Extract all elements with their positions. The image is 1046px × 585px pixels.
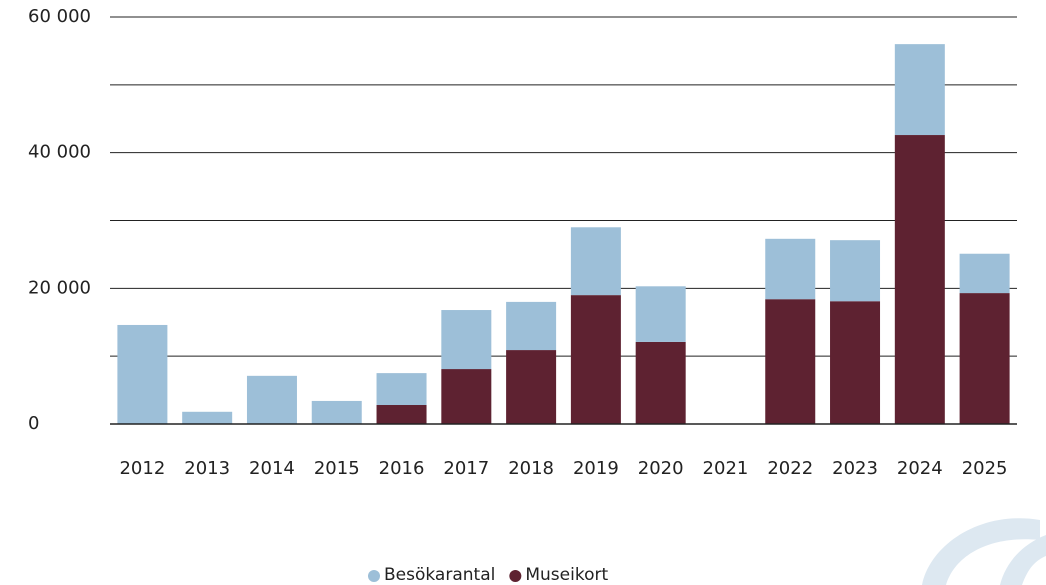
bar-segment [377, 373, 427, 405]
x-tick-label: 2021 [703, 458, 749, 479]
legend: Besökarantal Museikort [368, 565, 608, 585]
y-tick-label: 0 [28, 413, 39, 434]
bar-segment [895, 44, 945, 135]
x-tick-label: 2024 [897, 458, 943, 479]
watermark [1000, 535, 1046, 585]
x-tick-label: 2022 [767, 458, 813, 479]
legend-label: Museikort [525, 565, 608, 585]
bar-segment [506, 302, 556, 350]
bar-segment [247, 376, 297, 424]
bar-segment [895, 135, 945, 424]
bar-segment [636, 342, 686, 424]
x-tick-label: 2014 [249, 458, 295, 479]
y-tick-label: 20 000 [28, 277, 91, 298]
legend-label: Besökarantal [384, 565, 495, 585]
x-tick-label: 2019 [573, 458, 619, 479]
bar-segment [441, 369, 491, 424]
legend-swatch [509, 570, 521, 582]
bar-segment [571, 227, 621, 295]
bar-segment [830, 240, 880, 301]
x-tick-label: 2020 [638, 458, 684, 479]
x-tick-label: 2017 [443, 458, 489, 479]
x-tick-label: 2025 [962, 458, 1008, 479]
chart: 0 20 000 40 000 60 000 2012 2013 2014 2015 2016 2… [0, 0, 1046, 585]
bar-segment [571, 295, 621, 424]
x-tick-label: 2016 [379, 458, 425, 479]
bar-segment [765, 299, 815, 424]
x-tick-label: 2018 [508, 458, 554, 479]
bar-segment [377, 405, 427, 424]
bar-segment [506, 350, 556, 424]
y-tick-label: 60 000 [28, 6, 91, 27]
bar-segment [960, 293, 1010, 424]
x-tick-label: 2015 [314, 458, 360, 479]
x-tick-label: 2023 [832, 458, 878, 479]
legend-swatch [368, 570, 380, 582]
bar-segment [117, 325, 167, 424]
bar-segment [636, 286, 686, 342]
bar-segment [441, 310, 491, 369]
bar-segment [312, 401, 362, 424]
bar-segment [960, 254, 1010, 293]
bar-segment [182, 412, 232, 424]
y-tick-label: 40 000 [28, 142, 91, 163]
bar-segment [830, 301, 880, 424]
x-tick-label: 2013 [184, 458, 230, 479]
x-tick-label: 2012 [119, 458, 165, 479]
bar-segment [765, 239, 815, 299]
